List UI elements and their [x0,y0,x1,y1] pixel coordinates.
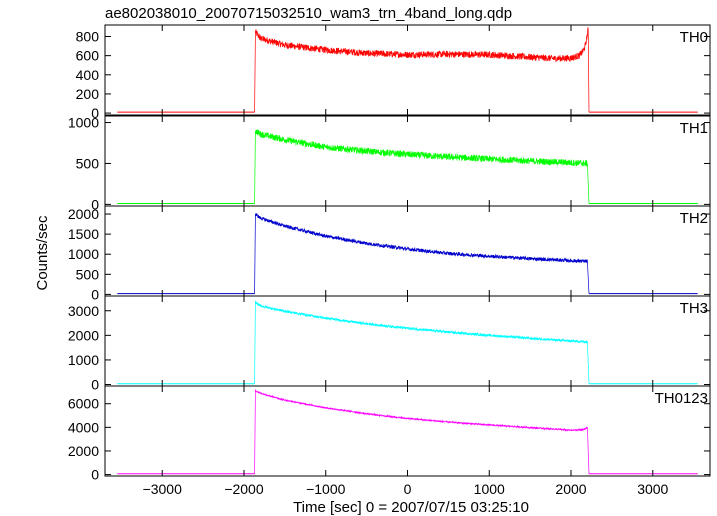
x-tick-label: −1000 [306,481,346,497]
y-tick-label: 0 [91,196,99,212]
panel-label-th3: TH3 [680,300,708,317]
series-th0123-burst [254,389,590,474]
y-tick-label: 200 [76,86,100,102]
y-tick-label: 1000 [68,246,99,262]
panel-label-th0123: TH0123 [655,390,708,407]
y-tick-label: 2000 [68,327,99,343]
panel-th0123: 0 2000 4000 6000 TH0123 [68,385,711,483]
series-th2-burst [254,212,590,294]
x-tick-label: 0 [404,481,412,497]
panel-label-th2: TH2 [680,210,708,227]
panel-th2: 0 500 1000 1500 2000 TH2 [68,205,711,302]
y-tick-label: 400 [76,67,100,83]
y-tick-label: 0 [91,467,99,483]
panel-frame [104,24,711,116]
series-th1-burst [254,129,590,204]
x-tick-label: −3000 [143,481,183,497]
panel-frame [104,115,711,207]
panel-th1: 0 500 1000 TH1 [68,115,711,212]
panel-th3: 0 1000 2000 3000 TH3 [68,295,711,393]
y-tick-label: 2000 [68,206,99,222]
panel-frame [104,385,711,477]
y-tick-label: 6000 [68,396,99,412]
panel-th0: 0 200 400 600 800 TH0 [76,24,711,121]
y-tick-label: 2000 [68,443,99,459]
panel-frame [104,295,711,387]
y-tick-label: 500 [76,155,100,171]
series-th0-burst [254,27,590,113]
y-tick-label: 1000 [68,352,99,368]
x-tick-label: 3000 [637,481,668,497]
y-axis-label: Counts/sec [34,215,51,291]
y-tick-label: 0 [91,377,99,393]
y-tick-label: 0 [91,105,99,121]
series-th3-burst [254,300,590,384]
x-tick-label: 1000 [474,481,505,497]
panel-label-th0: TH0 [680,29,708,46]
y-tick-label: 4000 [68,419,99,435]
y-tick-label: 0 [91,286,99,302]
x-tick-label: −2000 [224,481,264,497]
panels-group: 0 200 400 600 800 TH0 0 500 1000 TH1 0 500 1000 1500 2… [68,24,711,497]
y-tick-label: 3000 [68,303,99,319]
y-tick-label: 800 [76,28,100,44]
y-tick-label: 1500 [68,226,99,242]
panel-frame [104,205,711,297]
x-axis-label: Time [sec] 0 = 2007/07/15 03:25:10 [293,499,529,516]
y-tick-label: 1000 [68,115,99,131]
y-tick-label: 500 [76,266,100,282]
panel-label-th1: TH1 [680,120,708,137]
chart-title: ae802038010_20070715032510_wam3_trn_4ban… [105,5,512,22]
x-tick-label: 2000 [555,481,586,497]
y-tick-label: 600 [76,48,100,64]
